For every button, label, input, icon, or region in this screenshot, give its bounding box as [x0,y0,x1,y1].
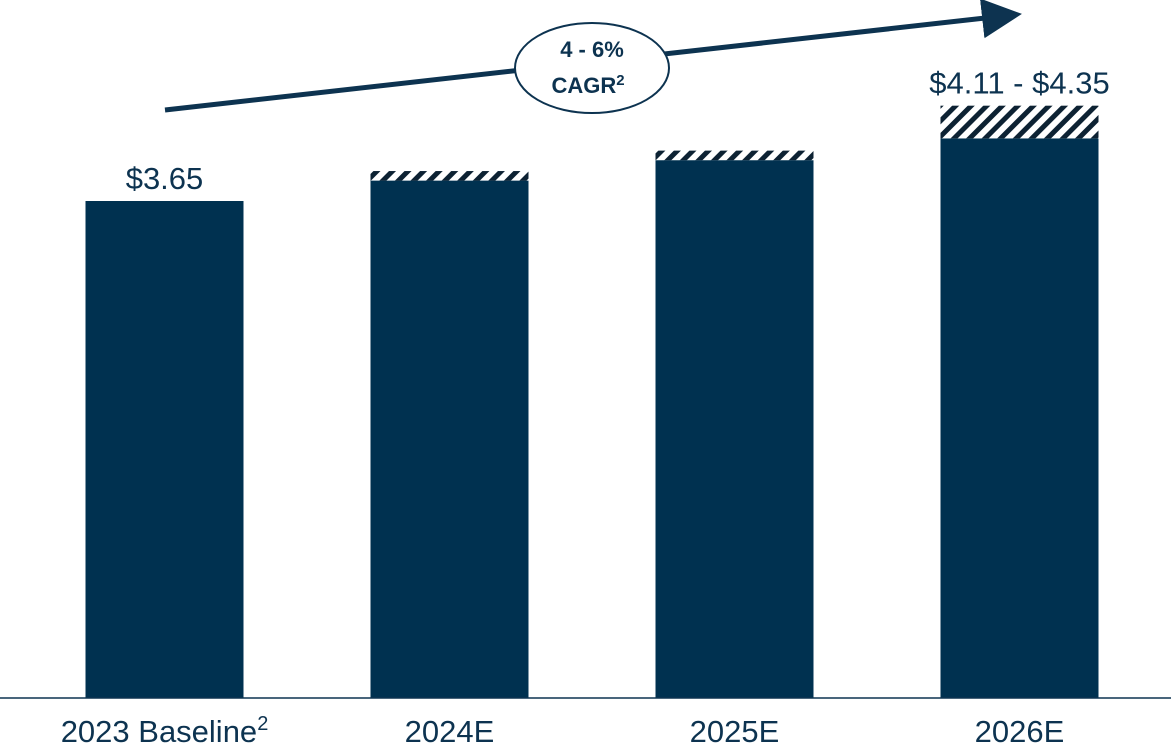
bar-2 [655,160,814,698]
bar-1 [370,180,529,699]
bar-range-2 [655,150,814,161]
cagr-annotation: 4 - 6% CAGR2 [164,0,1022,114]
bar-range-1 [370,171,529,181]
cagr-bubble [514,22,670,114]
category-label-3: 2026E [975,714,1065,749]
value-label-3: $4.11 - $4.35 [929,66,1109,101]
cagr-superscript: 2 [616,72,624,89]
bar-0 [85,201,244,698]
category-label-1: 2024E [405,714,495,749]
cagr-line2: CAGR2 [551,72,624,98]
category-label-0: 2023 Baseline2 [61,713,269,749]
cagr-line2-text: CAGR [551,73,616,98]
category-label-2: 2025E [690,714,780,749]
category-labels-group: 2023 Baseline2 2024E 2025E 2026E [61,713,1065,749]
cagr-line1: 4 - 6% [560,37,624,62]
category-superscript-0: 2 [257,713,268,735]
bar-3 [940,138,1099,698]
bar-range-3 [940,105,1099,139]
value-label-0: $3.65 [126,161,204,196]
value-labels-group: $3.65 $4.11 - $4.35 [126,66,1110,196]
bars-group [85,105,1099,699]
